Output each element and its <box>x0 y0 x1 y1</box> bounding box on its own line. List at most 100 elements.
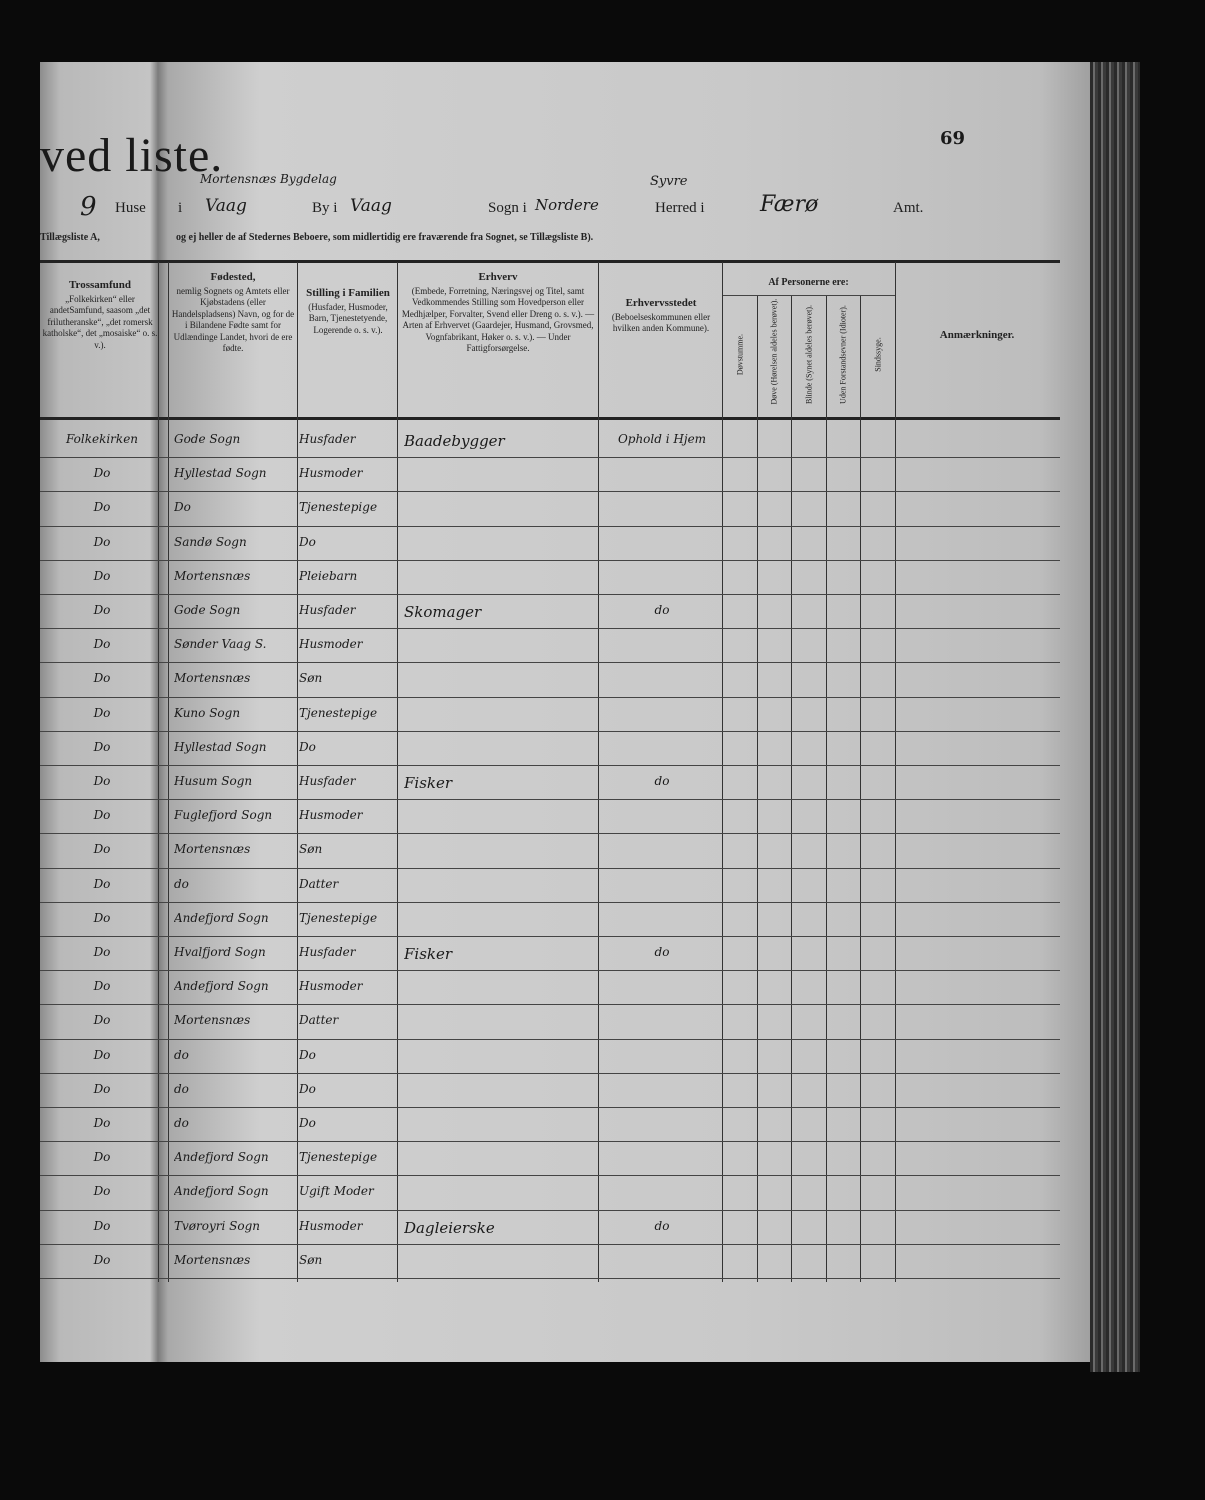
page-number: 69 <box>940 128 966 149</box>
column-divider <box>168 262 169 1282</box>
header-erhvervsstedet: Erhvervsstedet (Beboelseskommunen eller h… <box>611 297 711 333</box>
cell-tros: Do <box>93 1082 111 1096</box>
header-blinde: Blinde (Synet aldeles berøvet). <box>804 304 814 405</box>
cell-fodested: Fuglefjord Sogn <box>174 808 273 822</box>
cell-tros: Do <box>93 979 111 993</box>
header-fodested: Fødested, nemlig Sognets og Amtets eller … <box>171 271 295 353</box>
cell-tros: Do <box>93 740 111 754</box>
header-erhverv: Erhverv (Embede, Forretning, Næringsvej o… <box>401 271 595 353</box>
cell-sted: do <box>654 603 670 617</box>
cell-tros: Do <box>93 1048 111 1062</box>
i-label: i <box>178 200 183 216</box>
row-rule <box>40 1175 1060 1176</box>
cell-fodested: Kuno Sogn <box>174 706 241 720</box>
row-rule <box>40 970 1060 971</box>
cell-sted: do <box>654 1219 670 1233</box>
row-rule <box>40 526 1060 527</box>
cell-stilling: Husfader <box>299 432 356 446</box>
cell-fodested: Sønder Vaag S. <box>174 637 267 651</box>
cell-erhverv: Skomager <box>404 603 482 621</box>
cell-fodested: do <box>174 877 189 891</box>
header-af-personerne: Af Personerne ere: <box>768 277 849 288</box>
cell-tros: Do <box>93 1013 111 1027</box>
cell-tros: Do <box>93 569 111 583</box>
cell-sted: do <box>654 945 670 959</box>
cell-tros: Folkekirken <box>65 432 139 446</box>
cell-stilling: Husfader <box>299 774 356 788</box>
cell-fodested: Gode Sogn <box>174 432 241 446</box>
cell-fodested: Do <box>174 500 191 514</box>
header-trossamfund: Trossamfund „Folkekirken“ eller andetSamf… <box>42 279 158 350</box>
cell-fodested: Gode Sogn <box>174 603 241 617</box>
sogn-label: Sogn i <box>488 200 527 216</box>
cell-tros: Do <box>93 535 111 549</box>
subtitle-left: Tillægsliste A, <box>40 232 100 243</box>
cell-tros: Do <box>93 911 111 925</box>
cell-fodested: Andefjord Sogn <box>174 911 269 925</box>
table-top-rule <box>40 260 1060 263</box>
cell-tros: Do <box>93 1150 111 1164</box>
column-divider <box>826 296 827 1282</box>
row-rule <box>40 1073 1060 1074</box>
cell-stilling: Tjenestepige <box>299 500 378 514</box>
column-divider <box>791 296 792 1282</box>
cell-stilling: Husmoder <box>299 1219 363 1233</box>
cell-fodested: Andefjord Sogn <box>174 1150 269 1164</box>
by-value: Vaag <box>350 196 392 216</box>
subtitle: og ej heller de af Stedernes Beboere, so… <box>176 232 594 243</box>
cell-fodested: do <box>174 1116 189 1130</box>
cell-tros: Do <box>93 1253 111 1267</box>
row-rule <box>40 833 1060 834</box>
census-page <box>40 62 1090 1362</box>
cell-stilling: Datter <box>299 877 339 891</box>
book-spine <box>1090 62 1140 1372</box>
row-rule <box>40 1004 1060 1005</box>
row-rule <box>40 491 1060 492</box>
header-anmaerkninger: Anmærkninger. <box>939 329 1015 341</box>
cell-fodested: Hvalfjord Sogn <box>174 945 266 959</box>
row-rule <box>40 936 1060 937</box>
cell-fodested: Hyllestad Sogn <box>174 466 267 480</box>
row-rule <box>40 628 1060 629</box>
row-rule <box>40 1039 1060 1040</box>
cell-stilling: Husmoder <box>299 466 363 480</box>
column-divider <box>297 262 298 1282</box>
header-dove: Døve (Hørelsen aldeles berøvet). <box>769 298 779 405</box>
cell-fodested: Andefjord Sogn <box>174 1184 269 1198</box>
cell-tros: Do <box>93 808 111 822</box>
cell-stilling: Søn <box>299 842 323 856</box>
cell-erhverv: Fisker <box>404 774 453 792</box>
cell-stilling: Do <box>299 740 316 754</box>
cell-fodested: do <box>174 1082 189 1096</box>
column-divider <box>397 262 398 1282</box>
cell-stilling: Pleiebarn <box>299 569 358 583</box>
cell-fodested: Sandø Sogn <box>174 535 247 549</box>
cell-tros: Do <box>93 1116 111 1130</box>
header-sindssyge: Sindssyge. <box>873 337 883 372</box>
row-rule <box>40 560 1060 561</box>
cell-tros: Do <box>93 1184 111 1198</box>
place-above: Mortensnæs Bygdelag <box>200 172 337 186</box>
column-divider <box>598 262 599 1282</box>
cell-stilling: Do <box>299 535 316 549</box>
header-dovstumme: Døvstumme. <box>735 333 745 376</box>
column-divider <box>860 296 861 1282</box>
cell-tros: Do <box>93 774 111 788</box>
cell-sted: Ophold i Hjem <box>617 432 707 446</box>
header-idioter: Uden Forstandsevner (Idioter). <box>838 305 848 404</box>
huse-label: Huse <box>115 200 146 216</box>
cell-stilling: Tjenestepige <box>299 1150 378 1164</box>
cell-tros: Do <box>93 500 111 514</box>
cell-stilling: Do <box>299 1082 316 1096</box>
cell-stilling: Tjenestepige <box>299 911 378 925</box>
cell-stilling: Husfader <box>299 945 356 959</box>
cell-fodested: Mortensnæs <box>174 1013 251 1027</box>
cell-fodested: Mortensnæs <box>174 842 251 856</box>
row-rule <box>40 1244 1060 1245</box>
cell-fodested: Tvøroyri Sogn <box>174 1219 260 1233</box>
herred-above: Syvre <box>650 174 688 189</box>
cell-stilling: Do <box>299 1048 316 1062</box>
row-rule <box>40 765 1060 766</box>
place: Vaag <box>205 196 247 216</box>
header-bottom-rule <box>40 417 1060 420</box>
